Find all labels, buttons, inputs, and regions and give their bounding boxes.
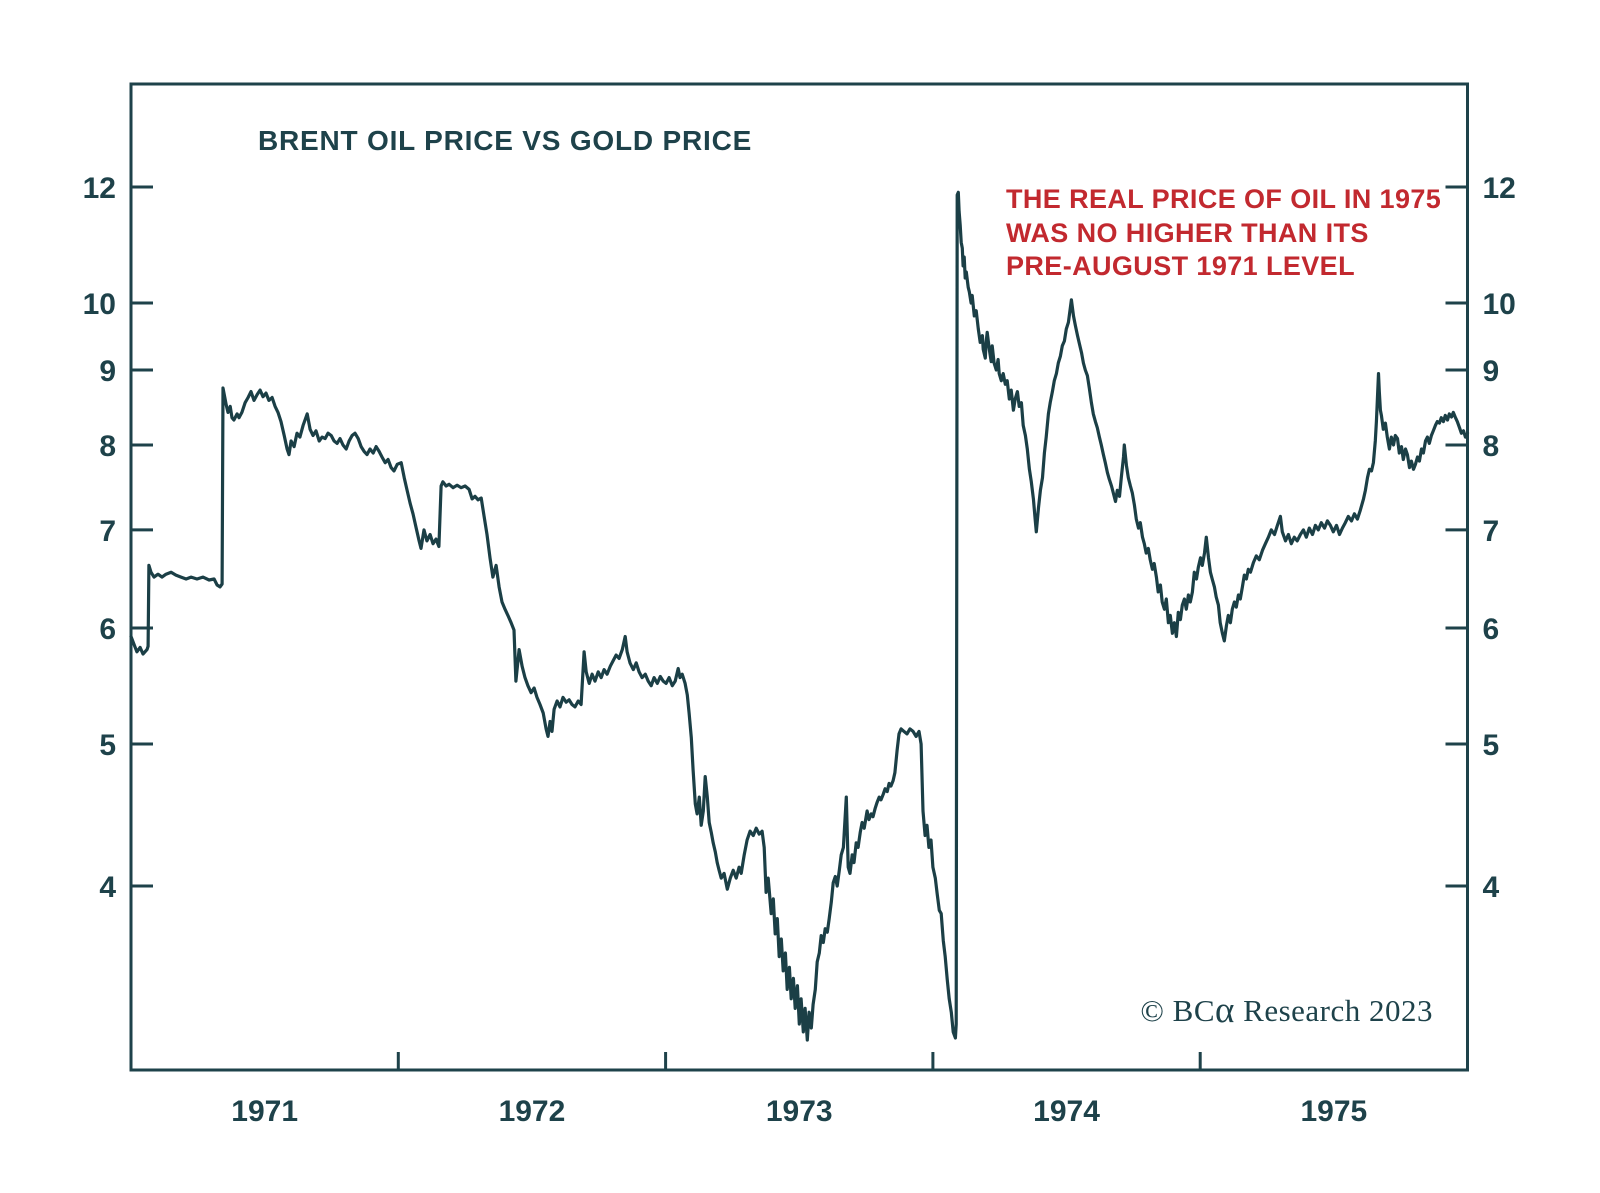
annotation-line-1: THE REAL PRICE OF OIL IN 1975: [1006, 184, 1441, 214]
y-axis-label-left: 9: [99, 355, 116, 388]
x-axis-year-label: 1971: [231, 1095, 298, 1128]
y-axis-label-right: 6: [1483, 613, 1500, 646]
y-axis-label-left: 5: [99, 729, 116, 762]
attribution-credit: © BCα Research 2023: [1140, 990, 1433, 1031]
y-axis-label-right: 5: [1483, 729, 1500, 762]
annotation-block: THE REAL PRICE OF OIL IN 1975 WAS NO HIG…: [1006, 184, 1441, 281]
y-axis-label-left: 7: [99, 515, 116, 548]
x-axis-year-label: 1975: [1300, 1095, 1367, 1128]
y-axis-label-left: 4: [99, 871, 116, 904]
annotation-line-2: WAS NO HIGHER THAN ITS: [1006, 218, 1369, 248]
y-axis-label-right: 8: [1483, 430, 1500, 463]
y-axis-label-right: 7: [1483, 515, 1500, 548]
annotation-line-3: PRE-AUGUST 1971 LEVEL: [1006, 251, 1355, 281]
y-axis-right: 12 10 9 8 7 6 5 4: [1445, 172, 1516, 904]
oil-gold-ratio-line: [129, 190, 1470, 1042]
y-axis-left: 12 10 9 8 7 6 5 4: [83, 172, 153, 904]
y-axis-label-right: 4: [1483, 871, 1500, 904]
chart-title: BRENT OIL PRICE VS GOLD PRICE: [258, 125, 752, 156]
attribution-part: Research 2023: [1235, 993, 1433, 1028]
y-axis-label-left: 10: [83, 288, 116, 321]
y-axis-label-left: 8: [99, 430, 116, 463]
y-axis-label-left: 12: [83, 172, 116, 205]
x-axis-year-label: 1974: [1033, 1095, 1100, 1128]
y-axis-label-right: 9: [1483, 355, 1500, 388]
attribution-part: α: [1215, 990, 1235, 1031]
attribution-part: © BC: [1140, 993, 1215, 1028]
y-axis-label-left: 6: [99, 613, 116, 646]
x-axis-year-label: 1973: [766, 1095, 833, 1128]
x-axis-year-label: 1972: [499, 1095, 566, 1128]
x-axis: 1971 1972 1973 1974 1975: [231, 1052, 1367, 1128]
plot-border: [129, 82, 1469, 1072]
y-axis-label-right: 12: [1483, 172, 1516, 205]
y-axis-label-right: 10: [1483, 288, 1516, 321]
